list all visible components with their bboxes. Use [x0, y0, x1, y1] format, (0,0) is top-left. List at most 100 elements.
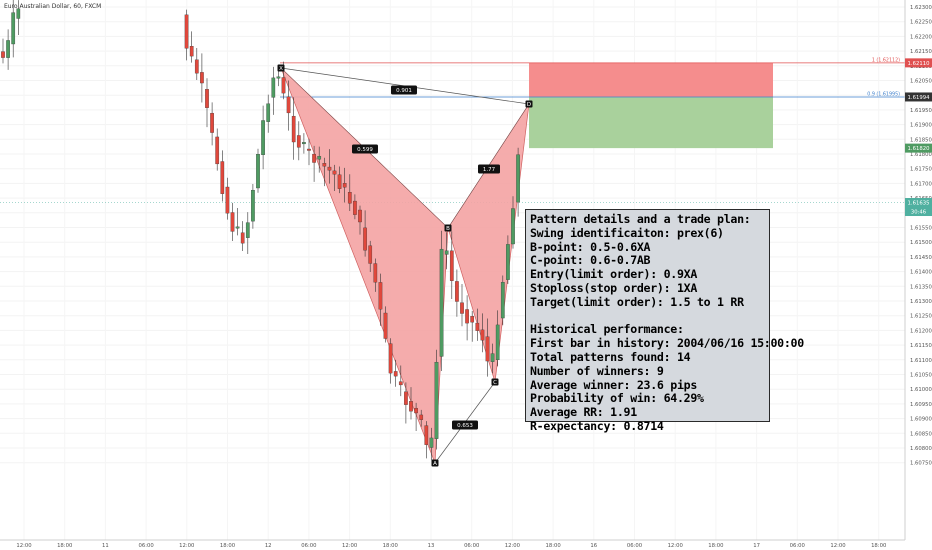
- bear-candle: [215, 136, 220, 165]
- time-tick-label: 18:00: [708, 543, 724, 549]
- time-tick-label: 16: [590, 543, 597, 549]
- info-line: C-point: 0.6-0.7AB: [530, 253, 651, 268]
- bear-candle: [414, 407, 418, 414]
- time-tick-label: 06:00: [464, 543, 480, 549]
- bull-candle: [6, 40, 10, 58]
- bear-candle: [307, 148, 311, 151]
- info-line: Pattern details and a trade plan:: [530, 212, 751, 226]
- current-price-box-bg: [905, 198, 932, 208]
- bear-candle: [189, 46, 194, 57]
- ratio-ac-bg: [452, 420, 478, 430]
- price-tick-label: 1.61750: [910, 167, 932, 173]
- bear-candle: [296, 135, 301, 148]
- bull-candle: [429, 437, 434, 448]
- time-tick-label: 11: [102, 543, 109, 549]
- info-line: Number of winners: 9: [530, 363, 664, 378]
- bear-candle: [1, 51, 5, 58]
- time-tick-label: 12:00: [179, 543, 195, 549]
- symbol-title: Euro Australian Dollar, 60, FXCM: [4, 3, 102, 10]
- time-tick-label: 12:00: [668, 543, 684, 549]
- bear-candle: [363, 227, 367, 251]
- countdown-box-bg: [905, 207, 932, 217]
- price-tick-label: 1.60850: [910, 431, 932, 437]
- price-tick-label: 1.61400: [910, 270, 932, 276]
- bear-candle: [388, 343, 393, 374]
- bear-candle: [322, 163, 327, 167]
- price-tick-label: 1.62200: [910, 34, 932, 40]
- bear-candle: [327, 166, 332, 171]
- bull-candle: [266, 103, 271, 122]
- bull-candle: [261, 120, 265, 156]
- ratio-xb: 0.599: [357, 147, 373, 153]
- candlesticks: [1, 0, 520, 461]
- bull-candle: [439, 248, 444, 357]
- info-line: Swing identificaiton: prex(6): [530, 225, 724, 240]
- info-line: Historical performance:: [530, 322, 684, 337]
- info-line: Average RR: 1.91: [530, 405, 637, 420]
- bear-candle: [449, 250, 454, 281]
- time-tick-label: 12:00: [342, 543, 358, 549]
- bear-candle: [455, 281, 459, 302]
- bull-candle: [271, 77, 276, 98]
- bull-candle: [500, 282, 505, 319]
- bull-candle: [495, 324, 500, 361]
- bear-candle: [184, 14, 189, 49]
- bear-candle: [358, 209, 362, 223]
- info-line: Target(limit order): 1.5 to 1 RR: [530, 294, 744, 309]
- info-line: R-expectancy: 0.8714: [530, 418, 664, 433]
- bull-candle: [511, 208, 515, 245]
- bull-candle: [317, 156, 322, 160]
- bear-candle: [225, 186, 230, 214]
- bear-candle: [342, 183, 347, 188]
- bull-candle: [276, 76, 281, 79]
- time-tick-label: 13: [428, 543, 435, 549]
- bull-candle: [235, 226, 240, 229]
- price-tick-label: 1.61900: [910, 123, 932, 129]
- bear-candle: [378, 282, 383, 310]
- bear-candle: [291, 115, 296, 143]
- price-tick-label: 1.61350: [910, 284, 932, 290]
- countdown-box: 30:46: [911, 210, 927, 216]
- info-line: Stoploss(stop order): 1XA: [530, 280, 698, 295]
- point-a-label: A: [433, 461, 437, 467]
- bull-candle: [434, 361, 439, 439]
- time-tick-label: 12:00: [16, 543, 32, 549]
- point-b-label: B: [446, 226, 450, 232]
- ratio-xb-bg: [352, 144, 378, 154]
- bull-candle: [506, 244, 510, 280]
- pattern-info-panel: Pattern details and a trade plan: Swing i…: [525, 209, 804, 433]
- price-tick-label: 1.61000: [910, 387, 932, 393]
- price-tick-label: 1.61200: [910, 328, 932, 334]
- info-line: B-point: 0.5-0.6XA: [530, 239, 651, 254]
- price-tick-label: 1.61300: [910, 299, 932, 305]
- bull-candle: [11, 12, 16, 45]
- point-b-marker: [444, 224, 452, 232]
- price-tick-label: 1.60950: [910, 402, 932, 408]
- bear-candle: [347, 191, 352, 204]
- fib-entry-label: 0.9 (1.61995): [867, 91, 900, 97]
- ratio-xd-bg: [391, 85, 417, 95]
- price-tick-label: 1.61550: [910, 226, 932, 232]
- bear-candle: [480, 329, 485, 341]
- ratio-ac: 0.653: [457, 423, 473, 429]
- time-tick-label: 06:00: [301, 543, 317, 549]
- trade-zones: 1 (1.62112) 0.9 (1.61995): [0, 57, 905, 203]
- bear-candle: [286, 96, 291, 114]
- time-tick-label: 06:00: [138, 543, 154, 549]
- info-line: [530, 310, 765, 324]
- point-d-marker: [525, 100, 533, 108]
- point-x-label: X: [279, 66, 283, 72]
- price-tick-label: 1.61800: [910, 152, 932, 158]
- price-tick-label: 1.61050: [910, 373, 932, 379]
- point-c-marker: [491, 378, 499, 386]
- bear-candle: [200, 72, 204, 84]
- price-tick-label: 1.61100: [910, 358, 932, 364]
- point-d-label: D: [527, 102, 531, 108]
- bull-candle: [444, 250, 449, 255]
- bear-candle: [465, 309, 469, 324]
- point-x-marker: [277, 64, 285, 72]
- time-tick-label: 06:00: [627, 543, 643, 549]
- time-tick-label: 18:00: [220, 543, 236, 549]
- fib-stop-label: 1 (1.62112): [872, 57, 900, 63]
